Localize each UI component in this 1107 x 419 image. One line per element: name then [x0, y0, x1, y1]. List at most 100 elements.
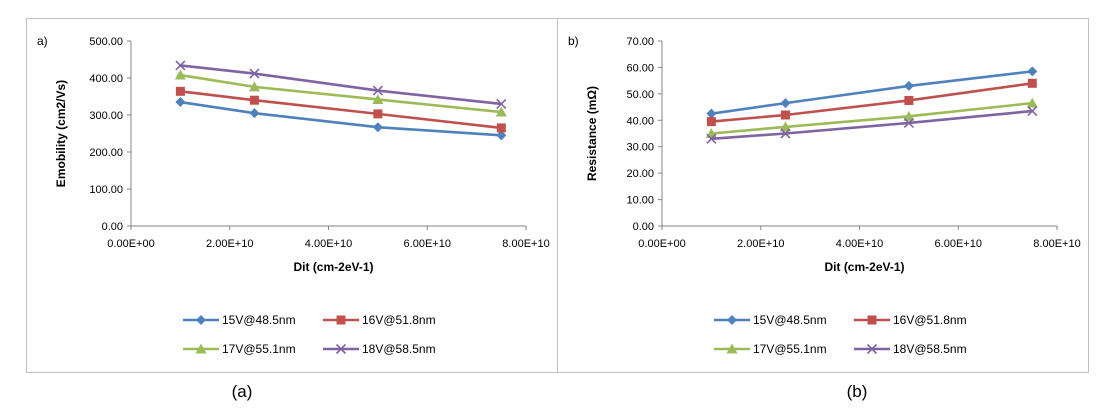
chart-b-legend-marker: [726, 343, 738, 354]
chart-a-legend-marker: [335, 343, 347, 355]
chart-a-data-point: [249, 68, 260, 79]
chart-a-legend-label: 15V@48.5nm: [222, 313, 296, 327]
caption-b: (b): [846, 382, 868, 401]
chart-a-data-point: [496, 123, 506, 133]
chart-a-data-point: [373, 109, 383, 119]
chart-b-legend-label: 18V@58.5nm: [893, 342, 967, 356]
chart-b-legend-label: 17V@55.1nm: [753, 342, 827, 356]
chart-b-data-point: [903, 117, 914, 128]
chart-a-data-point: [496, 98, 507, 109]
chart-a-svg: a) 0.00 100.00 200.00 300.00 400.00 500.00 0.00…: [37, 34, 550, 356]
chart-a-series-4: [175, 60, 507, 109]
chart-panel-a: a) 0.00 100.00 200.00 300.00 400.00 500.00 0.00…: [26, 18, 558, 373]
chart-b-legend-item-1: 15V@48.5nm: [714, 313, 827, 327]
chart-b-x-tick-label: 2.00E+10: [737, 238, 784, 250]
chart-b-y-tick-label: 70.00: [626, 36, 654, 48]
chart-a-series-line: [180, 90, 502, 130]
chart-a-series-3: [174, 69, 507, 117]
chart-b-data-point: [780, 128, 791, 139]
chart-b-panel-label: b): [568, 34, 579, 48]
chart-a-x-tick-label: 0.00E+00: [107, 238, 154, 250]
chart-b-series-2: [706, 78, 1037, 127]
chart-a-legend-label: 18V@58.5nm: [362, 342, 436, 356]
chart-b-legend-label: 16V@51.8nm: [893, 313, 967, 327]
chart-a-y-tick-label: 200.00: [89, 147, 123, 159]
chart-a-x-tick-label: 2.00E+10: [206, 238, 253, 250]
chart-a-y-tick-label: 0.00: [102, 221, 123, 233]
chart-b-y-tick-label: 20.00: [626, 168, 654, 180]
chart-b-legend-marker: [727, 315, 737, 325]
chart-b-data-point: [706, 108, 717, 119]
chart-a-legend-item-4: 18V@58.5nm: [323, 342, 436, 356]
chart-a-series-1: [175, 97, 507, 141]
chart-a-legend-label: 17V@55.1nm: [222, 342, 296, 356]
chart-b-legend-label: 15V@48.5nm: [753, 313, 827, 327]
chart-a-x-axis-title: Dit (cm-2eV-1): [293, 260, 373, 274]
chart-a-legend-item-1: 15V@48.5nm: [183, 313, 296, 327]
chart-b-x-tick-label: 8.00E+10: [1033, 238, 1080, 250]
chart-b-legend-item-3: 17V@55.1nm: [714, 342, 827, 356]
chart-b-data-point: [904, 95, 914, 105]
chart-a-y-tick-label: 300.00: [89, 110, 123, 122]
chart-b-data-point: [780, 110, 790, 120]
caption-a: (a): [231, 382, 253, 401]
chart-b-data-point: [779, 121, 791, 132]
chart-b-x-tick-label: 0.00E+00: [638, 238, 685, 250]
chart-b-y-tick-label: 40.00: [626, 115, 654, 127]
chart-a-x-tick-label: 4.00E+10: [305, 238, 352, 250]
chart-a-y-tick-label: 500.00: [89, 36, 123, 48]
chart-b-data-point: [706, 133, 717, 144]
chart-b-y-tick-label: 30.00: [626, 142, 654, 154]
chart-b-legend-item-2: 16V@51.8nm: [854, 313, 967, 327]
chart-a-data-point: [249, 108, 260, 119]
chart-b-data-point: [1027, 66, 1038, 77]
chart-a-legend-marker: [336, 315, 346, 325]
chart-a-x-tick-label: 6.00E+10: [404, 238, 451, 250]
chart-a-legend-item-3: 17V@55.1nm: [183, 342, 296, 356]
chart-a-panel-label: a): [37, 34, 48, 48]
chart-b-y-tick-label: 60.00: [626, 62, 654, 74]
chart-b-series-line: [711, 109, 1033, 141]
chart-a-legend-label: 16V@51.8nm: [362, 313, 436, 327]
chart-b-x-tick-label: 4.00E+10: [836, 238, 883, 250]
chart-b-x-axis-title: Dit (cm-2eV-1): [824, 260, 904, 274]
chart-a-data-point: [372, 93, 384, 104]
chart-b-data-point: [1027, 78, 1037, 88]
chart-b-data-point: [903, 80, 914, 91]
chart-a-data-point: [249, 95, 259, 105]
chart-a-data-point: [495, 106, 507, 117]
chart-a-data-point: [175, 60, 186, 71]
chart-a-y-axis-title: Emobility (cm2/Vs): [54, 80, 68, 187]
chart-b-y-tick-label: 50.00: [626, 89, 654, 101]
chart-b-series-line: [711, 81, 1033, 123]
chart-b-series-line: [711, 101, 1033, 135]
chart-a-y-tick-label: 400.00: [89, 73, 123, 85]
chart-a-data-point: [175, 97, 186, 108]
chart-a-data-point: [174, 69, 186, 80]
chart-a-data-point: [372, 122, 383, 133]
chart-a-legend-marker: [195, 343, 207, 354]
chart-b-series-4: [706, 105, 1038, 144]
chart-b-legend-item-4: 18V@58.5nm: [854, 342, 967, 356]
chart-a-series-2: [175, 86, 506, 133]
chart-b-data-point: [706, 117, 716, 127]
chart-a-series-line: [180, 100, 502, 137]
chart-b-data-point: [1027, 105, 1038, 117]
chart-b-legend-marker: [867, 315, 877, 325]
chart-a-series-line: [180, 64, 502, 106]
chart-b-series-1: [706, 66, 1038, 119]
chart-a-data-point: [496, 130, 507, 141]
chart-b-x-tick-label: 6.00E+10: [935, 238, 982, 250]
chart-a-series-line: [180, 73, 502, 114]
chart-a-legend-marker: [196, 315, 206, 325]
chart-b-series-line: [711, 70, 1033, 115]
chart-a-data-point: [372, 85, 383, 96]
chart-panel-b: b) 0.00 10.00 20.00 30.00 40.00 50.00 60.00 70.0…: [557, 18, 1089, 373]
chart-a-x-tick-label: 8.00E+10: [502, 238, 549, 250]
chart-a-data-point: [248, 81, 260, 92]
chart-b-data-point: [780, 98, 791, 109]
chart-b-y-tick-label: 0.00: [633, 221, 654, 233]
chart-b-y-axis-title: Resistance (mΩ): [585, 86, 599, 181]
chart-b-data-point: [1026, 97, 1038, 108]
chart-b-y-tick-label: 10.00: [626, 195, 654, 207]
